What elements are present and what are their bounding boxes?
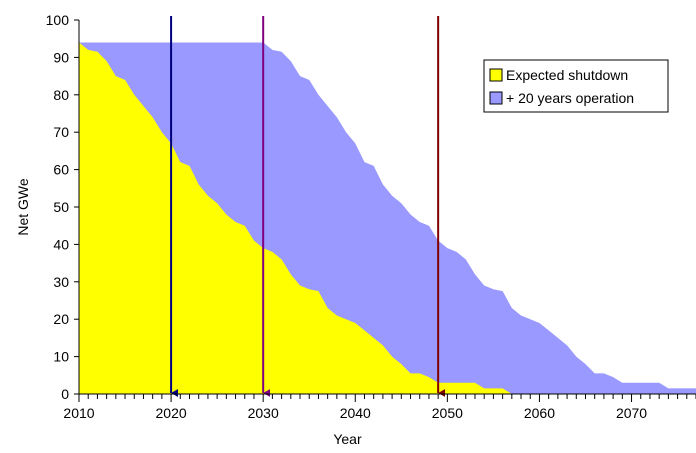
y-tick-label: 20 [53,311,69,327]
y-tick-label: 90 [53,49,69,65]
y-tick-label: 10 [53,349,69,365]
y-tick-label: 50 [53,199,69,215]
y-tick-label: 60 [53,162,69,178]
x-tick-label: 2070 [616,405,647,421]
area-series-expected-shutdown [79,42,522,394]
y-tick-label: 70 [53,124,69,140]
y-axis-title: Net GWe [15,178,31,236]
x-tick-label: 2040 [340,405,371,421]
x-tick-label: 2060 [524,405,555,421]
x-tick-label: 2030 [248,405,279,421]
legend-box [483,59,669,113]
legend-swatch [489,91,503,105]
y-tick-label: 0 [61,386,69,402]
y-tick-label: 100 [46,12,70,28]
legend: Expected shutdown + 20 years operation [483,59,669,113]
legend-swatch [489,68,503,82]
x-tick-label: 2010 [63,405,94,421]
y-tick-label: 80 [53,87,69,103]
marker-lines-group [170,16,446,397]
y-tick-label: 40 [53,236,69,252]
x-tick-label: 2020 [156,405,187,421]
legend-label: Expected shutdown [506,67,628,83]
x-tick-label: 2050 [432,405,463,421]
area-series-group [79,42,696,394]
y-tick-label: 30 [53,274,69,290]
legend-label: + 20 years operation [506,90,634,106]
x-axis-title: Year [333,431,362,447]
